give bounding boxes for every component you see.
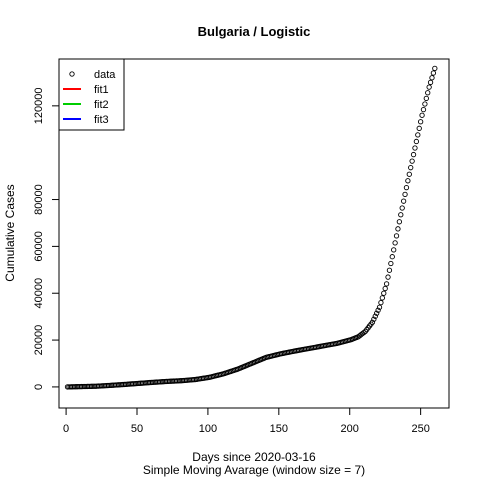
data-point (426, 84, 432, 90)
y-axis-label: Cumulative Cases (3, 184, 17, 281)
x-tick-label: 250 (411, 423, 429, 435)
x-tick-label: 50 (131, 423, 143, 435)
legend-label: fit1 (94, 84, 109, 96)
chart-title: Bulgaria / Logistic (198, 24, 311, 39)
data-point (393, 233, 400, 239)
data-point (396, 219, 403, 225)
data-point (422, 101, 428, 107)
data-point (417, 119, 424, 125)
data-point (389, 254, 395, 260)
data-point (402, 191, 408, 198)
data-point (415, 132, 421, 138)
data-points (64, 65, 438, 390)
data-point (399, 205, 405, 211)
data-point (413, 138, 420, 145)
data-point (423, 95, 429, 102)
data-point (403, 184, 410, 191)
legend-label: fit2 (94, 99, 109, 111)
data-point (408, 165, 414, 171)
x-tick-label: 150 (270, 423, 288, 435)
data-point (398, 212, 404, 218)
data-point (432, 65, 438, 72)
legend: data fit1 fit2 fit3 (58, 58, 125, 131)
data-point (369, 319, 376, 325)
data-point (430, 70, 437, 76)
legend-label: fit3 (94, 114, 109, 126)
data-point (371, 316, 377, 322)
data-point (388, 260, 394, 267)
x-tick-label: 0 (63, 423, 69, 435)
data-point (406, 171, 412, 177)
data-point (372, 313, 378, 319)
data-point (410, 151, 417, 158)
y-tick-label: 20000 (33, 325, 45, 356)
data-point (376, 304, 383, 310)
data-point (400, 198, 407, 204)
x-axis: 0 50 100 150 200 250 (63, 407, 430, 435)
x-axis-label: Days since 2020-03-16 (192, 450, 316, 464)
x-tick-label: 200 (341, 423, 359, 435)
data-point (391, 247, 397, 253)
y-tick-label: 40000 (33, 278, 45, 309)
y-tick-label: 0 (33, 384, 45, 390)
data-point (412, 145, 418, 151)
y-tick-label: 80000 (33, 184, 45, 215)
x-tick-label: 100 (199, 423, 217, 435)
y-tick-label: 60000 (33, 231, 45, 262)
data-point (375, 307, 381, 313)
legend-marker (69, 71, 75, 77)
data-point (385, 274, 391, 280)
data-point (419, 112, 425, 118)
data-point (427, 79, 434, 86)
data-point (420, 106, 427, 113)
data-point (395, 226, 401, 232)
data-point (379, 295, 385, 301)
legend-label: data (94, 69, 116, 81)
data-point (416, 125, 422, 131)
data-point (378, 299, 384, 306)
data-point (392, 240, 398, 246)
data-point (409, 158, 415, 164)
data-point (405, 178, 411, 184)
data-point (361, 329, 367, 336)
data-point (374, 310, 380, 316)
data-point (383, 281, 390, 287)
x-axis-sublabel: Simple Moving Avarage (window size = 7) (143, 463, 365, 477)
y-axis: 0 20000 40000 60000 80000 120000 (33, 87, 60, 390)
data-point (429, 75, 435, 81)
data-point (425, 90, 431, 96)
y-tick-label: 120000 (33, 87, 45, 124)
data-point (386, 267, 393, 273)
data-point (382, 285, 388, 292)
data-point (381, 290, 387, 296)
